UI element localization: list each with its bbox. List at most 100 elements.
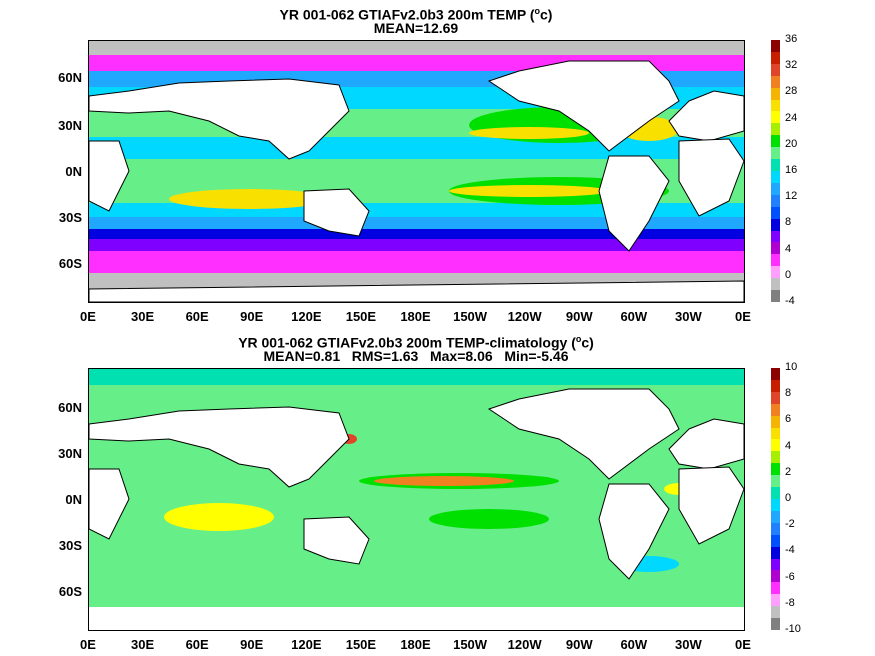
p2-colorbar-segment [771, 451, 780, 464]
p2-colorbar-segment [771, 606, 780, 619]
p2-colorbar-segment [771, 487, 780, 500]
p2-lon-label: 30W [675, 637, 702, 652]
p1-lon-label: 120E [291, 309, 322, 324]
p1-lon-label: 60E [185, 309, 209, 324]
p1-north-america [487, 60, 680, 152]
p1-eurasia [89, 78, 350, 160]
p2-colorbar-tick: -4 [785, 544, 795, 557]
p1-lon-label: 150E [345, 309, 377, 324]
p1-colorbar-segment [771, 230, 780, 243]
p1-lat-60s: 60S [58, 256, 82, 271]
p1-lon-label: 30W [675, 309, 702, 324]
p1-pacific-south-warm [449, 185, 609, 197]
p1-colorbar-segment [771, 171, 780, 184]
p2-colorbar-tick: -6 [785, 570, 795, 583]
p2-colorbar-segment [771, 379, 780, 393]
p1-indian-warm [169, 189, 329, 209]
p1-antarctica [89, 280, 744, 302]
p2-lon-label: 120E [291, 637, 322, 652]
p1-colorbar-segment [771, 290, 780, 303]
p1-colorbar-segment [771, 159, 780, 172]
p1-band-southern [89, 239, 744, 251]
p1-colorbar-segment [771, 254, 780, 267]
p1-colorbar-segment [771, 266, 780, 279]
panel2-map [88, 368, 745, 631]
p2-colorbar-segment [771, 558, 780, 571]
p2-south-america [598, 483, 670, 580]
p2-colorbar-segment [771, 439, 780, 452]
p2-colorbar-segment [771, 391, 780, 405]
p1-band-equator [89, 137, 744, 159]
p2-lat-0n: 0N [65, 492, 82, 507]
p2-europe [668, 418, 744, 470]
p2-indian-warm [164, 503, 274, 531]
p2-colorbar-tick: 2 [785, 465, 792, 478]
p2-band-arctic [89, 369, 744, 385]
p1-colorbar-tick: 28 [785, 85, 798, 98]
p1-colorbar-tick: 20 [785, 137, 798, 150]
p2-lat-60n: 60N [58, 400, 82, 415]
p1-colorbar-segment [771, 111, 780, 124]
p2-colorbar-tick: 8 [785, 387, 792, 400]
p2-band-antarctic [89, 607, 744, 630]
p1-africa-east [89, 140, 130, 212]
p1-colorbar-tick: 32 [785, 59, 798, 72]
p2-lon-label: 0E [735, 637, 751, 652]
p1-colorbar-segment [771, 123, 780, 136]
p2-colorbar-segment [771, 570, 780, 583]
p1-band-south-cool [89, 217, 744, 229]
p2-colorbar-tick: 10 [785, 361, 798, 373]
p2-continents [89, 388, 744, 580]
p2-colorbar-segment [771, 534, 780, 548]
p1-colorbar-segment [771, 218, 780, 232]
p1-lon-label: 90W [565, 309, 593, 324]
p2-lon-label: 60E [185, 637, 209, 652]
p1-colorbar-segment [771, 99, 780, 112]
p1-band-antarctic-sea [89, 251, 744, 273]
panel1-title-line2: MEAN=12.69 [373, 20, 459, 36]
p1-colorbar-tick: 16 [785, 164, 798, 176]
p1-colorbar-segment [771, 278, 780, 291]
p2-colorbar-segment [771, 403, 780, 417]
p1-lat-30n: 30N [58, 118, 82, 133]
p2-colorbar-tick: 0 [785, 492, 792, 504]
p1-colorbar-segment [771, 206, 780, 220]
panel1-map [88, 40, 745, 303]
panel2-title-line2: MEAN=0.81 RMS=1.63 Max=8.06 Min=-5.46 [263, 348, 569, 364]
p2-colorbar-segment [771, 546, 780, 560]
p1-colorbar-segment [771, 147, 780, 160]
p1-europe [668, 90, 744, 142]
p1-south-america [598, 155, 670, 252]
p2-eq-warm [374, 476, 514, 486]
p1-colorbar-segment [771, 135, 780, 148]
p1-colorbar-segment [771, 51, 780, 65]
p2-sp-green [429, 509, 549, 529]
p1-colorbar-tick: 4 [785, 242, 792, 255]
p2-lat-60s: 60S [58, 584, 82, 599]
p1-lon-label: 60W [620, 309, 648, 324]
panel2-title-line1: YR 001-062 GTIAFv2.0b3 200m TEMP-climato… [238, 334, 594, 351]
p2-colorbar-tick: 4 [785, 439, 792, 452]
p1-colorbar-tick: 24 [785, 111, 798, 124]
p2-colorbar-segment [771, 582, 780, 595]
p1-lon-label: 150W [453, 309, 488, 324]
p2-colorbar-segment [771, 368, 780, 381]
panel2-map-svg [89, 369, 744, 630]
p2-colorbar-segment [771, 522, 780, 536]
p1-colorbar-segment [771, 63, 780, 77]
p1-lat-60n: 60N [58, 70, 82, 85]
p2-colorbar-segment [771, 427, 780, 440]
p1-colorbar-segment [771, 194, 780, 208]
p1-continents [89, 60, 744, 302]
p2-lon-label: 150E [345, 637, 377, 652]
p1-africa-west [678, 138, 744, 217]
p2-lon-label: 0E [80, 637, 96, 652]
p2-lon-label: 90E [240, 637, 264, 652]
p2-australia [303, 516, 370, 565]
p2-colorbar-segment [771, 510, 780, 524]
p2-lon-label: 150W [453, 637, 488, 652]
p2-lon-label: 180E [400, 637, 431, 652]
p1-lat-0n: 0N [65, 164, 82, 179]
p1-lon-label: 0E [80, 309, 96, 324]
p2-colorbar-tick: 6 [785, 413, 792, 426]
